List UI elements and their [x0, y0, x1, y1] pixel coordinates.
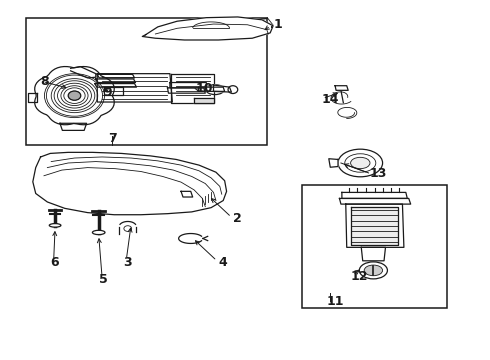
Polygon shape: [335, 86, 348, 90]
Polygon shape: [338, 107, 357, 118]
Ellipse shape: [206, 85, 224, 95]
Ellipse shape: [364, 265, 383, 276]
Ellipse shape: [359, 262, 388, 279]
Polygon shape: [97, 75, 135, 78]
Text: 7: 7: [108, 132, 117, 145]
Text: 10: 10: [196, 82, 213, 95]
Polygon shape: [96, 79, 136, 82]
Text: 3: 3: [123, 256, 131, 269]
Bar: [26, 18, 267, 145]
Ellipse shape: [351, 157, 370, 168]
Text: 6: 6: [50, 256, 59, 269]
Text: 8: 8: [41, 75, 49, 88]
Text: 1: 1: [273, 18, 282, 31]
Text: 9: 9: [103, 86, 112, 99]
Text: 5: 5: [98, 274, 107, 287]
Polygon shape: [342, 192, 407, 198]
Polygon shape: [28, 93, 37, 102]
Polygon shape: [214, 85, 231, 92]
Polygon shape: [71, 67, 96, 78]
Polygon shape: [95, 84, 137, 87]
Polygon shape: [351, 207, 397, 244]
Polygon shape: [168, 88, 205, 93]
Polygon shape: [346, 204, 404, 247]
Polygon shape: [172, 74, 214, 103]
Text: 12: 12: [351, 270, 368, 283]
Ellipse shape: [49, 224, 61, 227]
Polygon shape: [142, 17, 273, 40]
Polygon shape: [194, 99, 214, 103]
Circle shape: [124, 226, 132, 231]
Polygon shape: [206, 87, 224, 91]
Polygon shape: [60, 123, 87, 130]
Polygon shape: [329, 159, 338, 167]
Polygon shape: [170, 82, 207, 88]
Text: 14: 14: [321, 93, 339, 106]
Polygon shape: [361, 247, 386, 261]
Ellipse shape: [228, 86, 238, 94]
Ellipse shape: [345, 154, 376, 172]
Circle shape: [68, 91, 81, 100]
Text: 13: 13: [370, 167, 388, 180]
Polygon shape: [103, 87, 123, 95]
Bar: [302, 185, 446, 308]
Polygon shape: [340, 198, 411, 204]
Text: 2: 2: [233, 212, 242, 225]
Polygon shape: [33, 152, 226, 215]
Ellipse shape: [93, 230, 105, 235]
Ellipse shape: [338, 149, 383, 177]
Polygon shape: [97, 74, 172, 102]
Polygon shape: [181, 192, 193, 197]
Polygon shape: [35, 67, 114, 125]
Circle shape: [37, 68, 112, 123]
Text: 4: 4: [219, 256, 227, 269]
Text: 11: 11: [326, 295, 344, 308]
Circle shape: [69, 91, 80, 100]
